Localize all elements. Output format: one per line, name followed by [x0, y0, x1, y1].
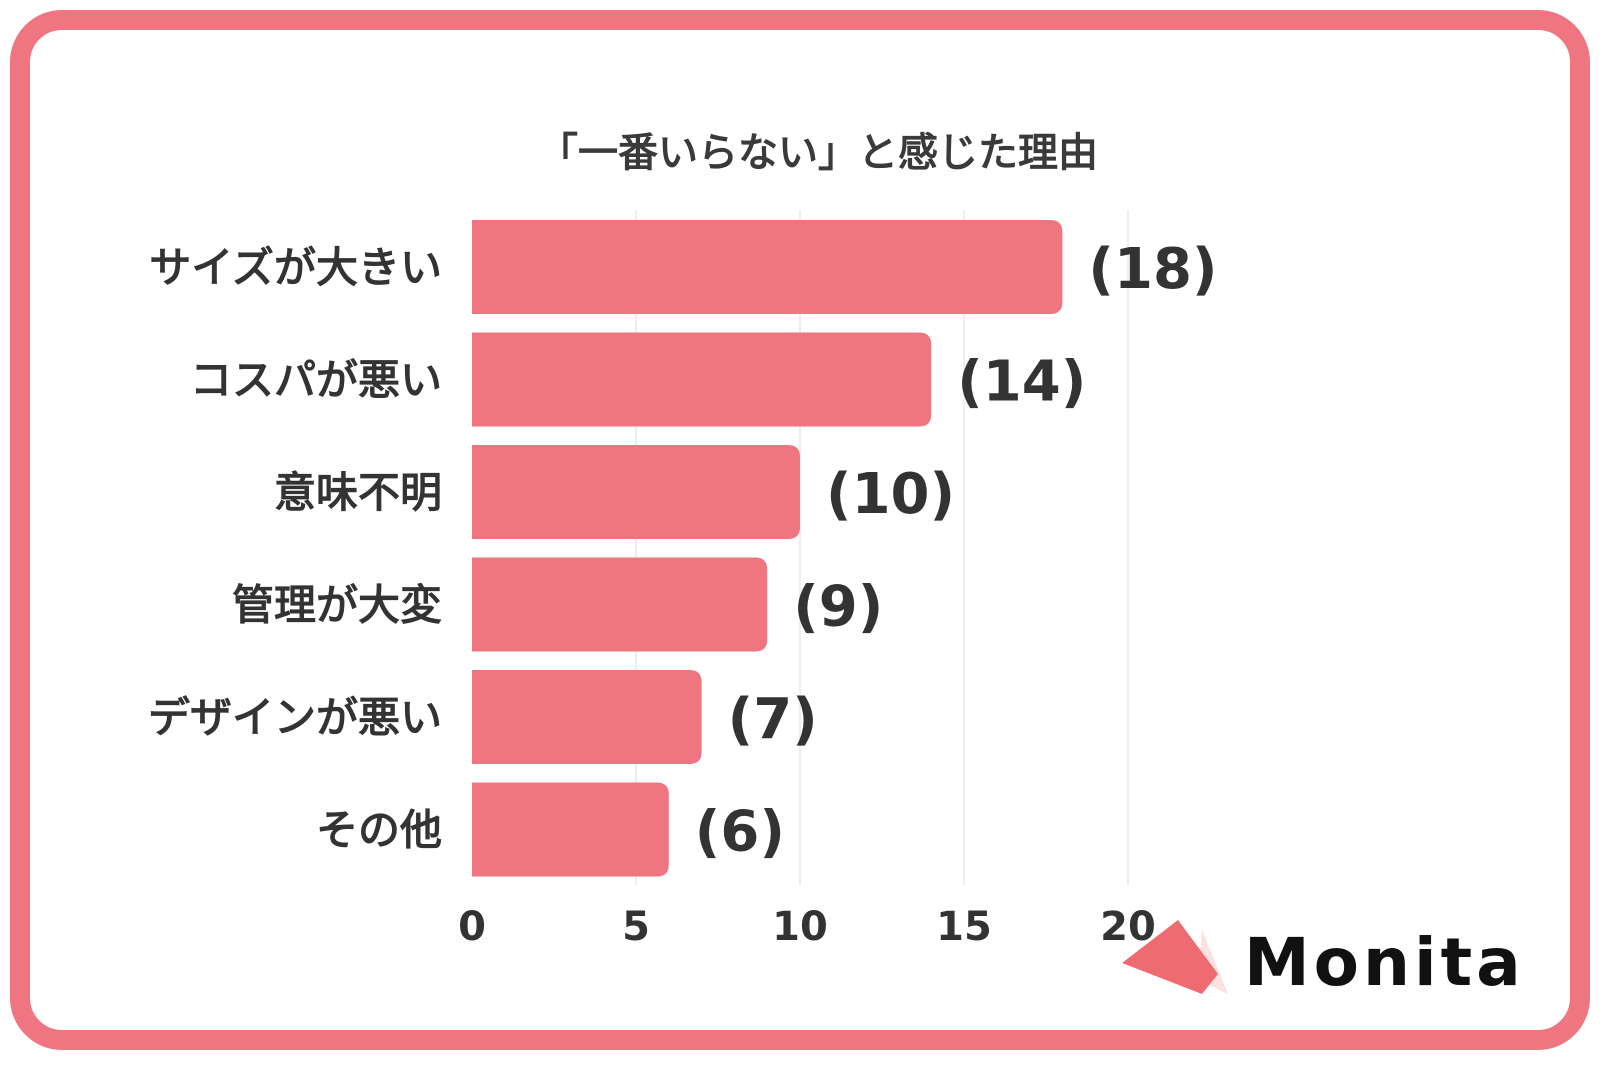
- x-tick-label: 20: [1100, 904, 1156, 950]
- chart-frame: 「一番いらない」と感じた理由 サイズが大きいコスパが悪い意味不明管理が大変デザイ…: [10, 10, 1590, 1050]
- bar: [472, 445, 800, 539]
- x-axis-ticks: 0 5 10 15 20: [458, 904, 1156, 950]
- category-label: デザインが悪い: [148, 693, 442, 742]
- category-label: 意味不明: [274, 468, 442, 517]
- bar: [472, 782, 669, 877]
- category-label: コスパが悪い: [190, 356, 442, 405]
- logo-text: Monita: [1244, 924, 1525, 1001]
- bars: [472, 220, 1063, 877]
- value-label: (18): [1088, 237, 1217, 302]
- chart-title: 「一番いらない」と感じた理由: [538, 130, 1098, 176]
- x-tick-label: 0: [458, 904, 486, 950]
- x-tick-label: 15: [936, 904, 992, 950]
- bar-chart: 「一番いらない」と感じた理由 サイズが大きいコスパが悪い意味不明管理が大変デザイ…: [148, 130, 1525, 1001]
- category-label: サイズが大きい: [149, 243, 442, 292]
- value-label: (14): [957, 350, 1086, 415]
- value-label: (9): [793, 575, 883, 640]
- value-labels: (18)(14)(10) (9) (7) (6): [695, 237, 1218, 865]
- value-label: (7): [728, 687, 818, 752]
- bar: [472, 557, 768, 652]
- bar: [472, 220, 1063, 314]
- category-label: 管理が大変: [232, 581, 442, 630]
- grid-lines: [635, 210, 1129, 885]
- x-tick-label: 10: [772, 904, 828, 950]
- bar: [472, 332, 932, 427]
- bar: [472, 670, 702, 764]
- category-label: その他: [316, 806, 442, 855]
- x-tick-label: 5: [622, 904, 650, 950]
- value-label: (10): [826, 462, 955, 527]
- logo-mark-icon: [1122, 920, 1218, 994]
- value-label: (6): [695, 800, 785, 865]
- monita-logo: Monita: [1122, 920, 1525, 1001]
